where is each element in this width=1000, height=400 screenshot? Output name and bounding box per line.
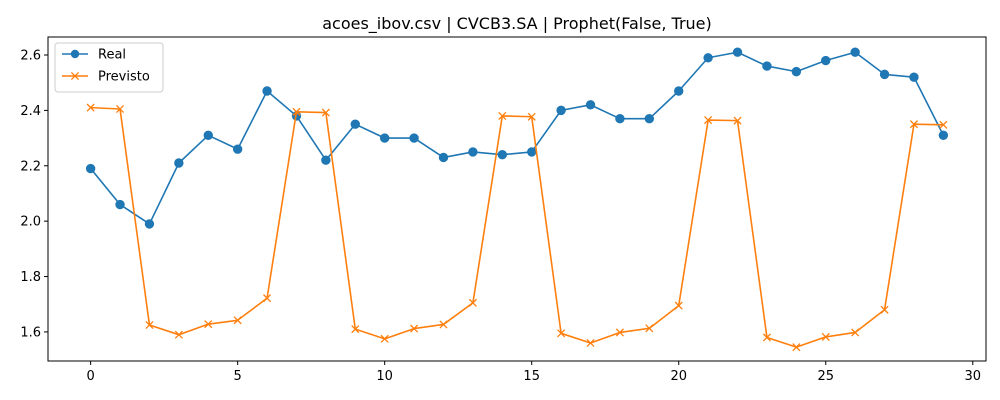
data-point	[204, 320, 213, 329]
data-point	[615, 328, 624, 337]
data-point	[821, 332, 830, 341]
data-point	[644, 113, 655, 124]
data-point	[674, 86, 684, 96]
legend-label: Previsto	[98, 70, 150, 85]
data-point	[762, 333, 771, 342]
data-point	[409, 133, 419, 143]
data-point	[615, 113, 625, 124]
legend: Real Previsto	[54, 42, 164, 93]
data-point	[498, 111, 507, 120]
data-point	[86, 103, 95, 112]
plot-area	[47, 36, 987, 362]
series-layer	[85, 47, 949, 352]
data-point	[468, 298, 477, 307]
legend-box	[54, 42, 164, 93]
x-tick-label: 5	[234, 369, 242, 384]
x-tick-label: 25	[817, 369, 834, 384]
data-point	[674, 301, 683, 310]
series-real	[85, 47, 949, 229]
data-point	[939, 120, 948, 129]
data-point	[115, 199, 125, 210]
chart-title: acoes_ibov.csv | CVCB3.SA | Prophet(Fals…	[322, 14, 712, 34]
data-point	[438, 152, 449, 163]
y-tick-label: 2.6	[20, 49, 41, 64]
data-point	[732, 47, 743, 57]
x-tick-label: 20	[670, 369, 687, 384]
data-point	[380, 334, 389, 343]
data-point	[645, 324, 654, 333]
data-point	[556, 105, 566, 116]
data-point	[527, 147, 537, 157]
data-point	[557, 329, 566, 338]
data-point	[350, 119, 360, 129]
data-point	[762, 61, 772, 71]
data-point	[379, 133, 390, 143]
data-point	[321, 155, 331, 165]
legend-item-real: Real	[62, 48, 126, 63]
data-point	[880, 305, 889, 314]
legend-item-previsto: Previsto	[62, 70, 150, 85]
x-tick-label: 30	[964, 369, 981, 384]
data-point	[703, 53, 713, 63]
data-point	[144, 219, 155, 229]
x-tick-label: 0	[86, 369, 94, 384]
legend-marker	[70, 71, 80, 81]
data-point	[938, 130, 949, 141]
data-point	[233, 316, 242, 325]
y-axis: 1.6 1.8 2.0 2.2 2.4 2.6	[20, 49, 48, 340]
data-point	[791, 66, 802, 77]
data-point	[586, 338, 595, 348]
data-point	[851, 328, 860, 337]
series-line	[90, 51, 945, 225]
y-tick-label: 2.0	[20, 215, 41, 230]
data-point	[909, 120, 919, 129]
x-axis: 0 5 10 15 20 25 30	[86, 361, 981, 384]
y-tick-label: 1.6	[20, 325, 41, 340]
data-point	[733, 116, 742, 125]
data-point	[85, 163, 96, 174]
data-point	[203, 130, 213, 141]
series-previsto	[86, 103, 948, 352]
y-tick-label: 2.2	[20, 159, 41, 174]
data-point	[468, 147, 478, 157]
data-point	[410, 324, 419, 333]
data-point	[145, 320, 154, 330]
data-point	[585, 100, 596, 110]
plot-frame	[47, 36, 987, 362]
data-point	[174, 330, 183, 339]
y-tick-label: 2.4	[20, 104, 41, 119]
series-line	[90, 106, 944, 348]
data-point	[292, 107, 301, 116]
data-point	[909, 72, 919, 82]
y-tick-label: 1.8	[20, 270, 41, 285]
legend-marker	[70, 49, 80, 59]
data-point	[174, 158, 184, 168]
legend-label: Real	[98, 48, 126, 63]
data-point	[232, 144, 243, 154]
data-point	[879, 69, 890, 80]
data-point	[792, 343, 801, 352]
data-point	[704, 116, 713, 125]
data-point	[321, 108, 330, 117]
x-tick-label: 15	[523, 369, 540, 384]
data-point	[351, 325, 360, 334]
data-point	[263, 294, 272, 303]
data-point	[821, 55, 831, 66]
data-point	[497, 149, 507, 160]
data-point	[850, 47, 860, 57]
x-tick-label: 10	[376, 369, 393, 384]
data-point	[527, 112, 536, 121]
data-point	[439, 320, 448, 329]
data-point	[115, 104, 125, 114]
data-point	[262, 86, 272, 96]
